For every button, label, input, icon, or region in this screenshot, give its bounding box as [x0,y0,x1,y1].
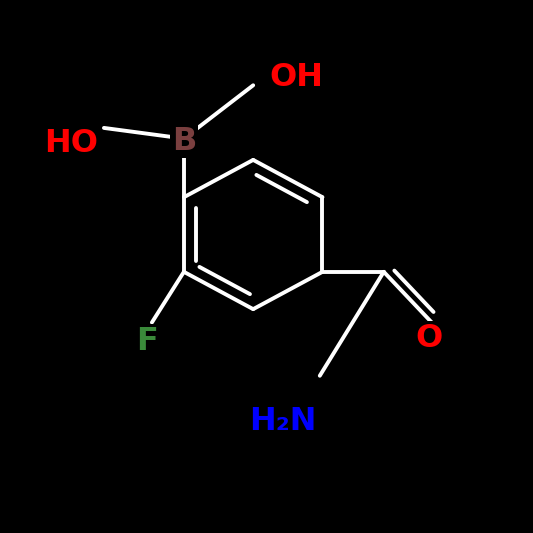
Text: O: O [415,323,443,354]
Text: F: F [135,326,158,357]
Text: H₂N: H₂N [249,406,316,437]
Text: OH: OH [269,62,323,93]
Text: HO: HO [45,128,99,159]
Text: B: B [172,126,196,157]
